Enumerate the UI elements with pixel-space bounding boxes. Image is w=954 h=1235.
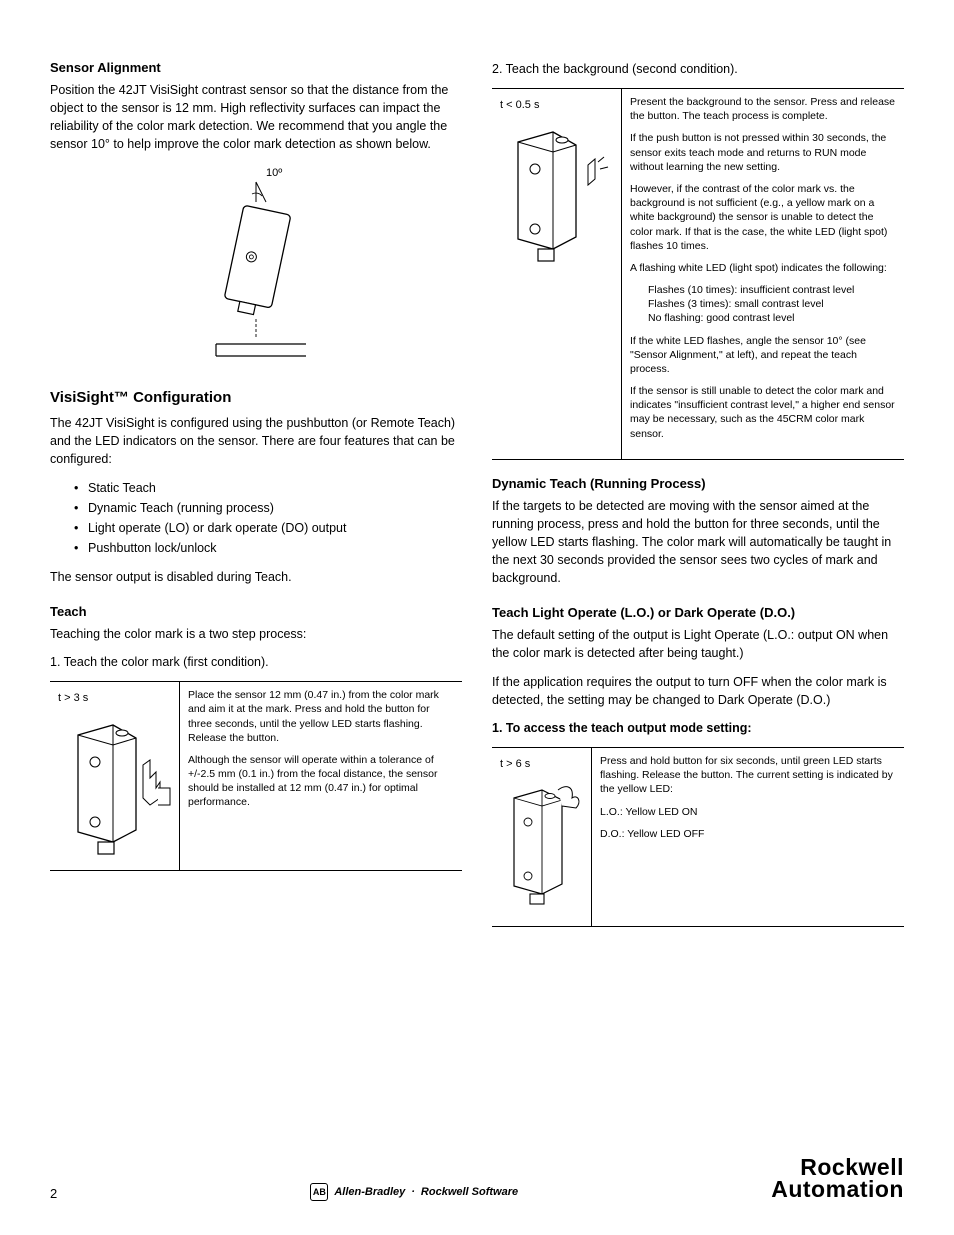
rockwell-software-label: Rockwell Software bbox=[421, 1186, 518, 1198]
dynamic-teach-heading: Dynamic Teach (Running Process) bbox=[492, 476, 904, 491]
flash-line: Flashes (10 times): insufficient contras… bbox=[648, 283, 896, 297]
access-mode-figure: t > 6 s bbox=[492, 747, 904, 927]
figure-text: Present the background to the sensor. Pr… bbox=[630, 95, 896, 123]
figure-text-cell: Present the background to the sensor. Pr… bbox=[622, 89, 904, 459]
figure-text-cell: Place the sensor 12 mm (0.47 in.) from t… bbox=[180, 682, 462, 870]
output-disabled-note: The sensor output is disabled during Tea… bbox=[50, 568, 462, 586]
timing-label: t < 0.5 s bbox=[500, 99, 613, 111]
list-item: Light operate (LO) or dark operate (DO) … bbox=[74, 518, 462, 538]
figure-text: A flashing white LED (light spot) indica… bbox=[630, 261, 896, 275]
figure-text: D.O.: Yellow LED OFF bbox=[600, 827, 896, 841]
teach-step-2: 2. Teach the background (second conditio… bbox=[492, 60, 904, 78]
teach-step1-figure: t > 3 s bbox=[50, 681, 462, 871]
sensor-press-icon bbox=[500, 117, 620, 267]
teach-intro: Teaching the color mark is a two step pr… bbox=[50, 625, 462, 643]
separator-dot: · bbox=[411, 1186, 415, 1198]
figure-text: If the white LED flashes, angle the sens… bbox=[630, 334, 896, 377]
timing-label: t > 6 s bbox=[500, 758, 583, 770]
sensor-angle-diagram: 10º bbox=[50, 164, 462, 369]
teach-step2-figure: t < 0.5 s bbox=[492, 88, 904, 460]
page: Sensor Alignment Position the 42JT VisiS… bbox=[0, 0, 954, 1235]
timing-label: t > 3 s bbox=[58, 692, 171, 704]
sensor-hold-long-icon bbox=[500, 776, 590, 916]
access-mode-heading: 1. To access the teach output mode setti… bbox=[492, 719, 904, 737]
teach-step-1: 1. Teach the color mark (first condition… bbox=[50, 653, 462, 671]
list-item: Static Teach bbox=[74, 478, 462, 498]
sensor-hold-icon bbox=[58, 710, 178, 860]
figure-text: Press and hold button for six seconds, u… bbox=[600, 754, 896, 797]
logo-line-2: Automation bbox=[771, 1179, 904, 1201]
left-column: Sensor Alignment Position the 42JT VisiS… bbox=[50, 60, 462, 941]
allen-bradley-label: Allen-Bradley bbox=[334, 1186, 405, 1198]
figure-text: If the push button is not pressed within… bbox=[630, 131, 896, 174]
figure-text-cell: Press and hold button for six seconds, u… bbox=[592, 748, 904, 926]
rockwell-automation-logo: Rockwell Automation bbox=[771, 1157, 904, 1201]
figure-text: However, if the contrast of the color ma… bbox=[630, 182, 896, 253]
figure-image-cell: t > 3 s bbox=[50, 682, 180, 870]
angle-label: 10º bbox=[266, 167, 282, 179]
footer-brands: AB Allen-Bradley · Rockwell Software bbox=[310, 1183, 518, 1201]
angle-diagram-svg: 10º bbox=[166, 164, 346, 364]
lodo-heading: Teach Light Operate (L.O.) or Dark Opera… bbox=[492, 605, 904, 620]
page-number: 2 bbox=[50, 1186, 57, 1201]
figure-text: L.O.: Yellow LED ON bbox=[600, 805, 896, 819]
list-item: Dynamic Teach (running process) bbox=[74, 498, 462, 518]
figure-image-cell: t < 0.5 s bbox=[492, 89, 622, 459]
teach-heading: Teach bbox=[50, 604, 462, 619]
figure-image-cell: t > 6 s bbox=[492, 748, 592, 926]
visisight-config-body: The 42JT VisiSight is configured using t… bbox=[50, 414, 462, 468]
flash-line: Flashes (3 times): small contrast level bbox=[648, 297, 896, 311]
dynamic-teach-body: If the targets to be detected are moving… bbox=[492, 497, 904, 588]
lodo-paragraph: If the application requires the output t… bbox=[492, 673, 904, 709]
figure-text: Although the sensor will operate within … bbox=[188, 753, 454, 810]
list-item: Pushbutton lock/unlock bbox=[74, 538, 462, 558]
page-footer: 2 AB Allen-Bradley · Rockwell Software R… bbox=[50, 1157, 904, 1201]
right-column: 2. Teach the background (second conditio… bbox=[492, 60, 904, 941]
lodo-paragraph: The default setting of the output is Lig… bbox=[492, 626, 904, 662]
visisight-config-heading: VisiSight™ Configuration bbox=[50, 389, 462, 406]
sensor-alignment-body: Position the 42JT VisiSight contrast sen… bbox=[50, 81, 462, 154]
sensor-alignment-heading: Sensor Alignment bbox=[50, 60, 462, 75]
ab-badge-icon: AB bbox=[310, 1183, 328, 1201]
two-column-layout: Sensor Alignment Position the 42JT VisiS… bbox=[50, 60, 904, 941]
figure-text: Place the sensor 12 mm (0.47 in.) from t… bbox=[188, 688, 454, 745]
flash-meanings: Flashes (10 times): insufficient contras… bbox=[648, 283, 896, 326]
flash-line: No flashing: good contrast level bbox=[648, 311, 896, 325]
figure-text: If the sensor is still unable to detect … bbox=[630, 384, 896, 441]
config-features-list: Static Teach Dynamic Teach (running proc… bbox=[74, 478, 462, 558]
